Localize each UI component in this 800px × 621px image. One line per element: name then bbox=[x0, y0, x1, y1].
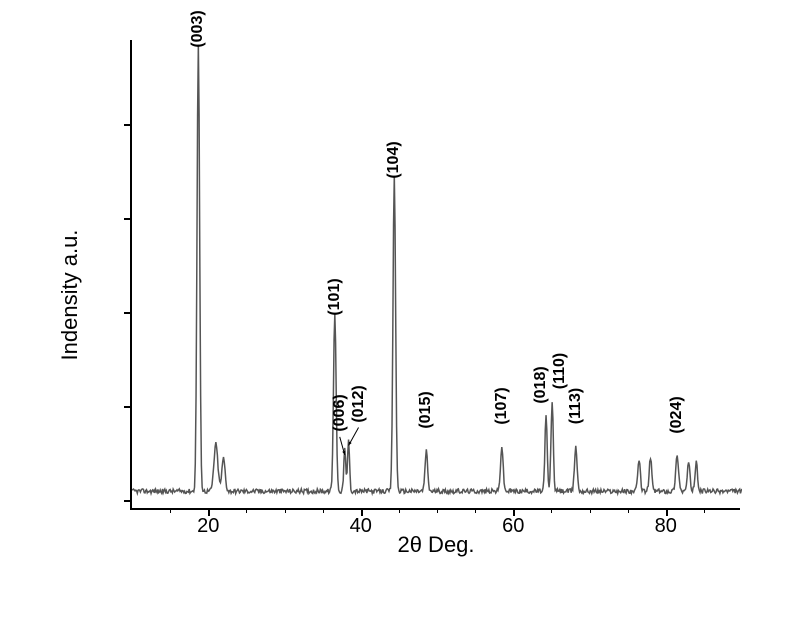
x-tick-minor bbox=[628, 508, 629, 513]
y-tick bbox=[124, 500, 132, 502]
peak-label: (101) bbox=[326, 278, 344, 315]
x-tick-label: 20 bbox=[197, 515, 219, 538]
x-tick-minor bbox=[551, 508, 552, 513]
x-tick-minor bbox=[590, 508, 591, 513]
y-tick bbox=[124, 406, 132, 408]
peak-label: (006) bbox=[331, 394, 349, 431]
x-tick-minor bbox=[399, 508, 400, 513]
x-tick-minor bbox=[323, 508, 324, 513]
x-tick-minor bbox=[246, 508, 247, 513]
peak-label: (015) bbox=[417, 392, 435, 429]
x-axis-label: 2θ Deg. bbox=[397, 532, 474, 558]
plot-area: 2θ Deg. 20406080(003)(101)(006)(012)(104… bbox=[130, 40, 740, 510]
peak-label: (104) bbox=[385, 142, 403, 179]
x-tick-label: 60 bbox=[502, 515, 524, 538]
y-tick bbox=[124, 218, 132, 220]
peak-label: (110) bbox=[551, 353, 569, 389]
x-tick-minor bbox=[170, 508, 171, 513]
x-tick-minor bbox=[285, 508, 286, 513]
x-tick-label: 40 bbox=[350, 515, 372, 538]
y-tick bbox=[124, 124, 132, 126]
x-tick-minor bbox=[437, 508, 438, 513]
xrd-chart: Indensity a.u. 2θ Deg. 20406080(003)(101… bbox=[80, 30, 760, 560]
peak-label: (024) bbox=[668, 396, 686, 433]
peak-label: (113) bbox=[567, 387, 585, 423]
peak-label: (018) bbox=[532, 366, 550, 403]
x-tick-minor bbox=[475, 508, 476, 513]
x-tick-label: 80 bbox=[655, 515, 677, 538]
xrd-trace bbox=[132, 40, 742, 510]
peak-label: (012) bbox=[350, 385, 368, 422]
y-axis-label: Indensity a.u. bbox=[57, 230, 83, 361]
y-tick bbox=[124, 312, 132, 314]
x-tick-minor bbox=[704, 508, 705, 513]
peak-label: (107) bbox=[493, 387, 511, 424]
peak-label: (003) bbox=[189, 10, 207, 47]
